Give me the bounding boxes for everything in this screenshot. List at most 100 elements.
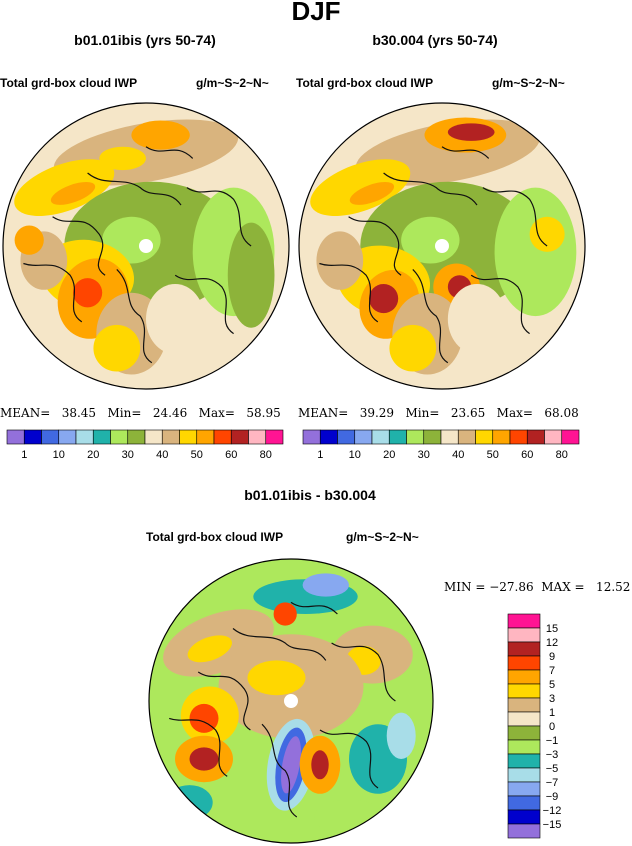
colorbar-swatch	[457, 429, 476, 445]
colorbar-tick-label: −9	[546, 791, 559, 803]
right-colorbar: 1 10 20 30 40 50 60 80	[302, 429, 580, 461]
colorbar-swatch	[475, 429, 494, 445]
colorbar-swatch	[161, 429, 180, 445]
colorbar-swatch	[248, 429, 267, 445]
contour-region	[316, 231, 364, 290]
colorbar-swatch	[507, 823, 541, 839]
contour-region	[73, 278, 103, 308]
coastline	[232, 628, 327, 661]
colorbar-swatch	[127, 429, 146, 445]
colorbar-swatch	[507, 795, 541, 811]
coastline	[319, 729, 379, 789]
colorbar-swatch	[196, 429, 215, 445]
colorbar-swatch	[230, 429, 249, 445]
left-variable-label: Total grd-box cloud IWP	[0, 76, 138, 90]
coastline	[470, 274, 530, 335]
contour-fill-group	[299, 103, 585, 389]
contour-region	[369, 283, 399, 314]
contour-region	[447, 123, 495, 141]
coastline	[348, 216, 402, 276]
map-border	[298, 102, 586, 390]
map-border	[2, 102, 290, 390]
diff-variable-label: Total grd-box cloud IWP	[146, 530, 284, 544]
contour-region	[349, 181, 395, 205]
colorbar-swatch	[92, 429, 111, 445]
right-units-label: g/m~S~2~N~	[492, 76, 565, 90]
colorbar-swatch	[388, 429, 407, 445]
colorbar-swatch	[507, 753, 541, 769]
colorbar-swatch	[507, 641, 541, 657]
right-variable-label: Total grd-box cloud IWP	[296, 76, 434, 90]
colorbar-tick-label: 1	[549, 707, 555, 719]
colorbar-swatch	[507, 781, 541, 797]
colorbar-swatch	[319, 429, 338, 445]
colorbar-tick-label: 50	[487, 449, 499, 461]
colorbar-swatch	[507, 697, 541, 713]
contour-region	[187, 635, 232, 663]
colorbar-tick-label: −7	[546, 777, 559, 789]
colorbar-tick-label: 15	[546, 623, 558, 635]
contour-region	[146, 283, 205, 355]
colorbar-tick-label: 60	[521, 449, 533, 461]
colorbar-swatch	[492, 429, 511, 445]
colorbar-swatch	[371, 429, 390, 445]
contour-region	[447, 283, 507, 355]
diff-polar-map	[148, 558, 434, 844]
contour-region	[529, 216, 565, 252]
colorbar-swatch	[23, 429, 42, 445]
coastline	[186, 187, 252, 247]
coastline	[23, 262, 83, 323]
diff-stats: MIN = −27.86 MAX = 12.52	[444, 580, 631, 594]
colorbar-swatch	[507, 627, 541, 643]
page-title: DJF	[291, 0, 341, 26]
contour-region	[281, 736, 301, 794]
coastline	[383, 172, 478, 206]
pole-marker	[435, 239, 449, 253]
colorbar-tick-label: 7	[549, 665, 555, 677]
colorbar-swatch	[509, 429, 528, 445]
colorbar-tick-label: 3	[549, 693, 555, 705]
colorbar-tick-label: 30	[122, 449, 134, 461]
colorbar-swatch	[507, 725, 541, 741]
colorbar-tick-label: −1	[546, 735, 559, 747]
left-stats: MEAN= 38.45 Min= 24.46 Max= 58.95	[0, 406, 281, 420]
left-units-label: g/m~S~2~N~	[196, 76, 269, 90]
colorbar-swatch	[337, 429, 356, 445]
colorbar-tick-label: 80	[556, 449, 568, 461]
map-border	[148, 558, 434, 844]
colorbar-tick-label: 60	[225, 449, 237, 461]
colorbar-tick-label: 20	[383, 449, 395, 461]
colorbar-tick-label: 50	[191, 449, 203, 461]
colorbar-tick-label: −15	[543, 819, 562, 831]
colorbar-swatch	[213, 429, 232, 445]
contour-region	[273, 602, 297, 626]
coastline	[116, 268, 153, 364]
coastline	[145, 146, 194, 159]
colorbar-swatch	[507, 767, 541, 783]
pole-marker	[139, 239, 153, 253]
right-stats: MEAN= 39.29 Min= 23.65 Max= 68.08	[298, 406, 579, 420]
colorbar-tick-label: 40	[156, 449, 168, 461]
contour-region	[131, 120, 190, 150]
colorbar-tick-label: 12	[546, 637, 558, 649]
colorbar-swatch	[544, 429, 563, 445]
contour-region	[494, 187, 577, 317]
coastline	[261, 723, 298, 818]
contour-region	[50, 181, 96, 205]
contour-region	[189, 747, 219, 771]
contour-region	[302, 573, 349, 597]
coastline	[441, 146, 490, 159]
colorbar-swatch	[110, 429, 129, 445]
colorbar-swatch	[302, 429, 321, 445]
colorbar-tick-label: 80	[260, 449, 272, 461]
colorbar-tick-label: 10	[53, 449, 65, 461]
colorbar-swatch	[507, 809, 541, 825]
contour-region	[227, 222, 275, 328]
left-panel-title: b01.01ibis (yrs 50-74)	[74, 32, 216, 48]
coastline	[331, 642, 396, 702]
colorbar-swatch	[265, 429, 284, 445]
colorbar-tick-label: 9	[549, 651, 555, 663]
contour-region	[14, 225, 44, 255]
contour-fill-group	[149, 559, 433, 843]
coastline	[290, 601, 338, 615]
